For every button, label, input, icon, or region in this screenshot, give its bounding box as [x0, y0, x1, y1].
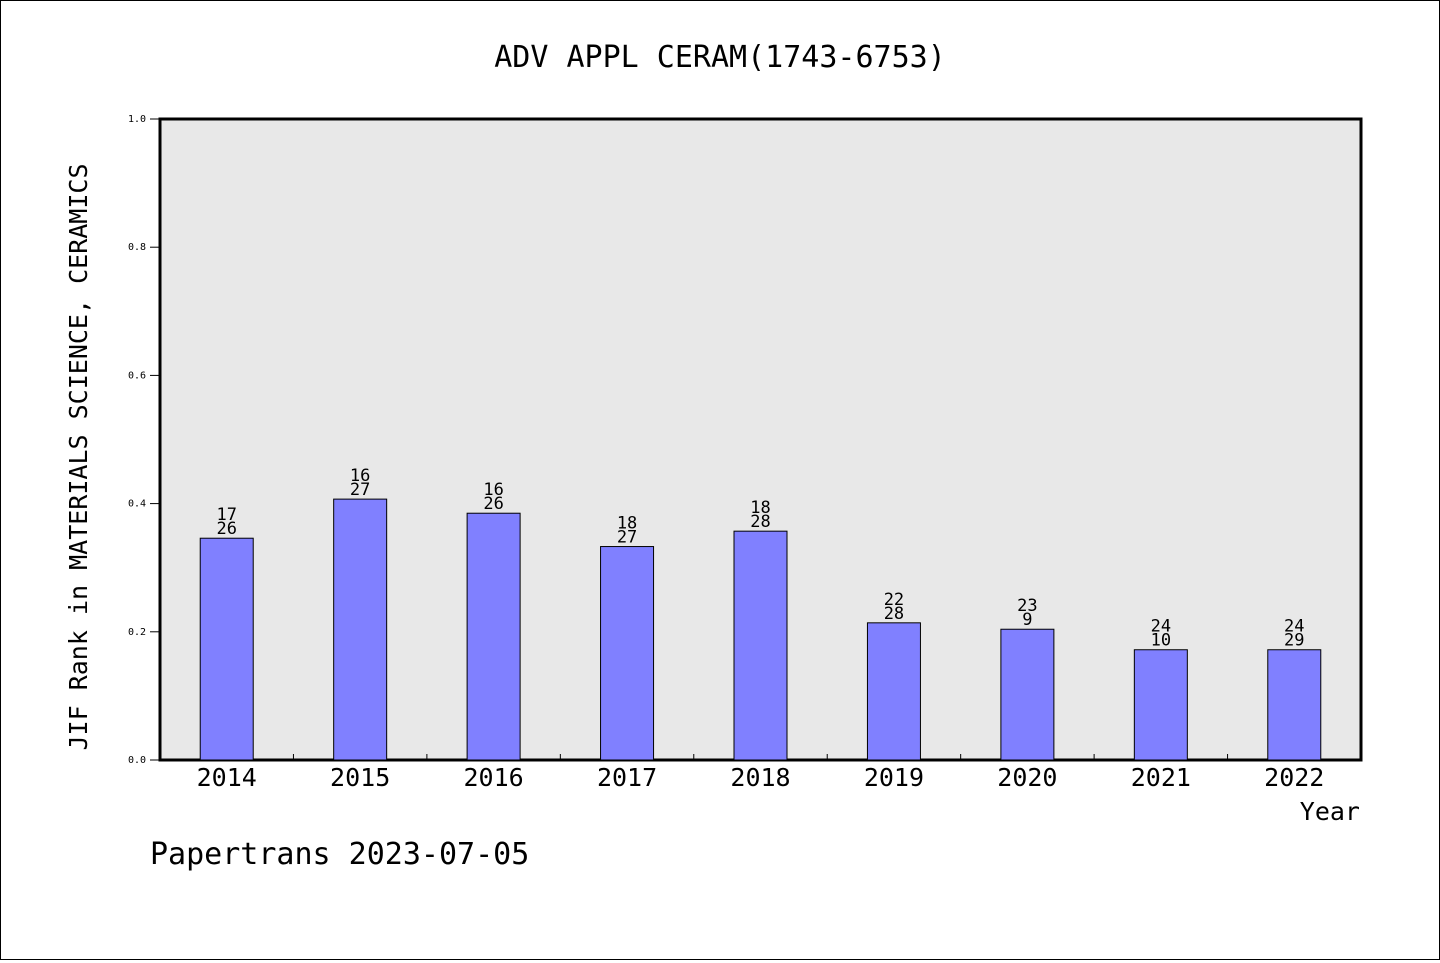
bar-label-bottom: 26 — [483, 494, 503, 514]
bar-label-top: 16 — [483, 480, 503, 500]
y-tick-label: 0.4 — [128, 499, 146, 510]
bar — [466, 512, 521, 761]
x-axis: 2014 2015 2016 2017 2018 2019 2020 2021 2022 — [197, 754, 1324, 792]
bar-label-top: 18 — [617, 514, 637, 534]
bar — [600, 546, 655, 761]
y-tick-label: 0.6 — [128, 370, 146, 381]
bar — [866, 622, 921, 761]
bar — [199, 537, 254, 761]
y-tick-label: 0.8 — [128, 242, 146, 253]
x-axis-title: Year — [1300, 797, 1360, 826]
x-tick-label: 2015 — [330, 763, 390, 792]
y-tick-label: 1.0 — [128, 114, 146, 125]
bar-label-bottom: 28 — [750, 512, 770, 532]
bar — [1133, 649, 1188, 761]
bar — [1267, 649, 1322, 761]
bar — [1000, 628, 1055, 761]
x-tick-label: 2019 — [864, 763, 924, 792]
bar-label-top: 16 — [350, 466, 370, 486]
bar-label-bottom: 9 — [1022, 610, 1032, 630]
x-tick-label: 2018 — [730, 763, 790, 792]
bar-label-bottom: 27 — [350, 480, 370, 500]
x-tick-label: 2022 — [1264, 763, 1324, 792]
x-tick-label: 2016 — [464, 763, 524, 792]
bar-label-top: 17 — [216, 505, 236, 525]
x-tick-label: 2021 — [1131, 763, 1191, 792]
bar-label-top: 18 — [750, 498, 770, 518]
y-tick-label: 0.2 — [128, 627, 146, 638]
y-axis: 0.0 0.2 0.4 0.6 0.8 1.0 — [128, 114, 160, 766]
bar-label-top: 23 — [1017, 596, 1037, 616]
bar-label-bottom: 10 — [1151, 631, 1171, 651]
bar — [733, 530, 788, 761]
bar-label-bottom: 29 — [1284, 631, 1304, 651]
bar — [333, 498, 388, 761]
bar-label-bottom: 27 — [617, 528, 637, 548]
y-tick-label: 0.0 — [128, 755, 146, 766]
x-tick-label: 2014 — [197, 763, 257, 792]
y-axis-title: JIF Rank in MATERIALS SCIENCE, CERAMICS — [64, 164, 93, 751]
x-tick-label: 2017 — [597, 763, 657, 792]
bar-label-top: 24 — [1151, 617, 1171, 637]
bar-label-bottom: 26 — [216, 519, 236, 539]
footer-text: Papertrans 2023-07-05 — [150, 837, 529, 872]
bar-label-top: 22 — [884, 590, 904, 610]
bar-label-bottom: 28 — [884, 604, 904, 624]
x-tick-label: 2020 — [997, 763, 1057, 792]
bar-label-top: 24 — [1284, 617, 1304, 637]
chart-title: ADV APPL CERAM(1743-6753) — [494, 40, 946, 75]
